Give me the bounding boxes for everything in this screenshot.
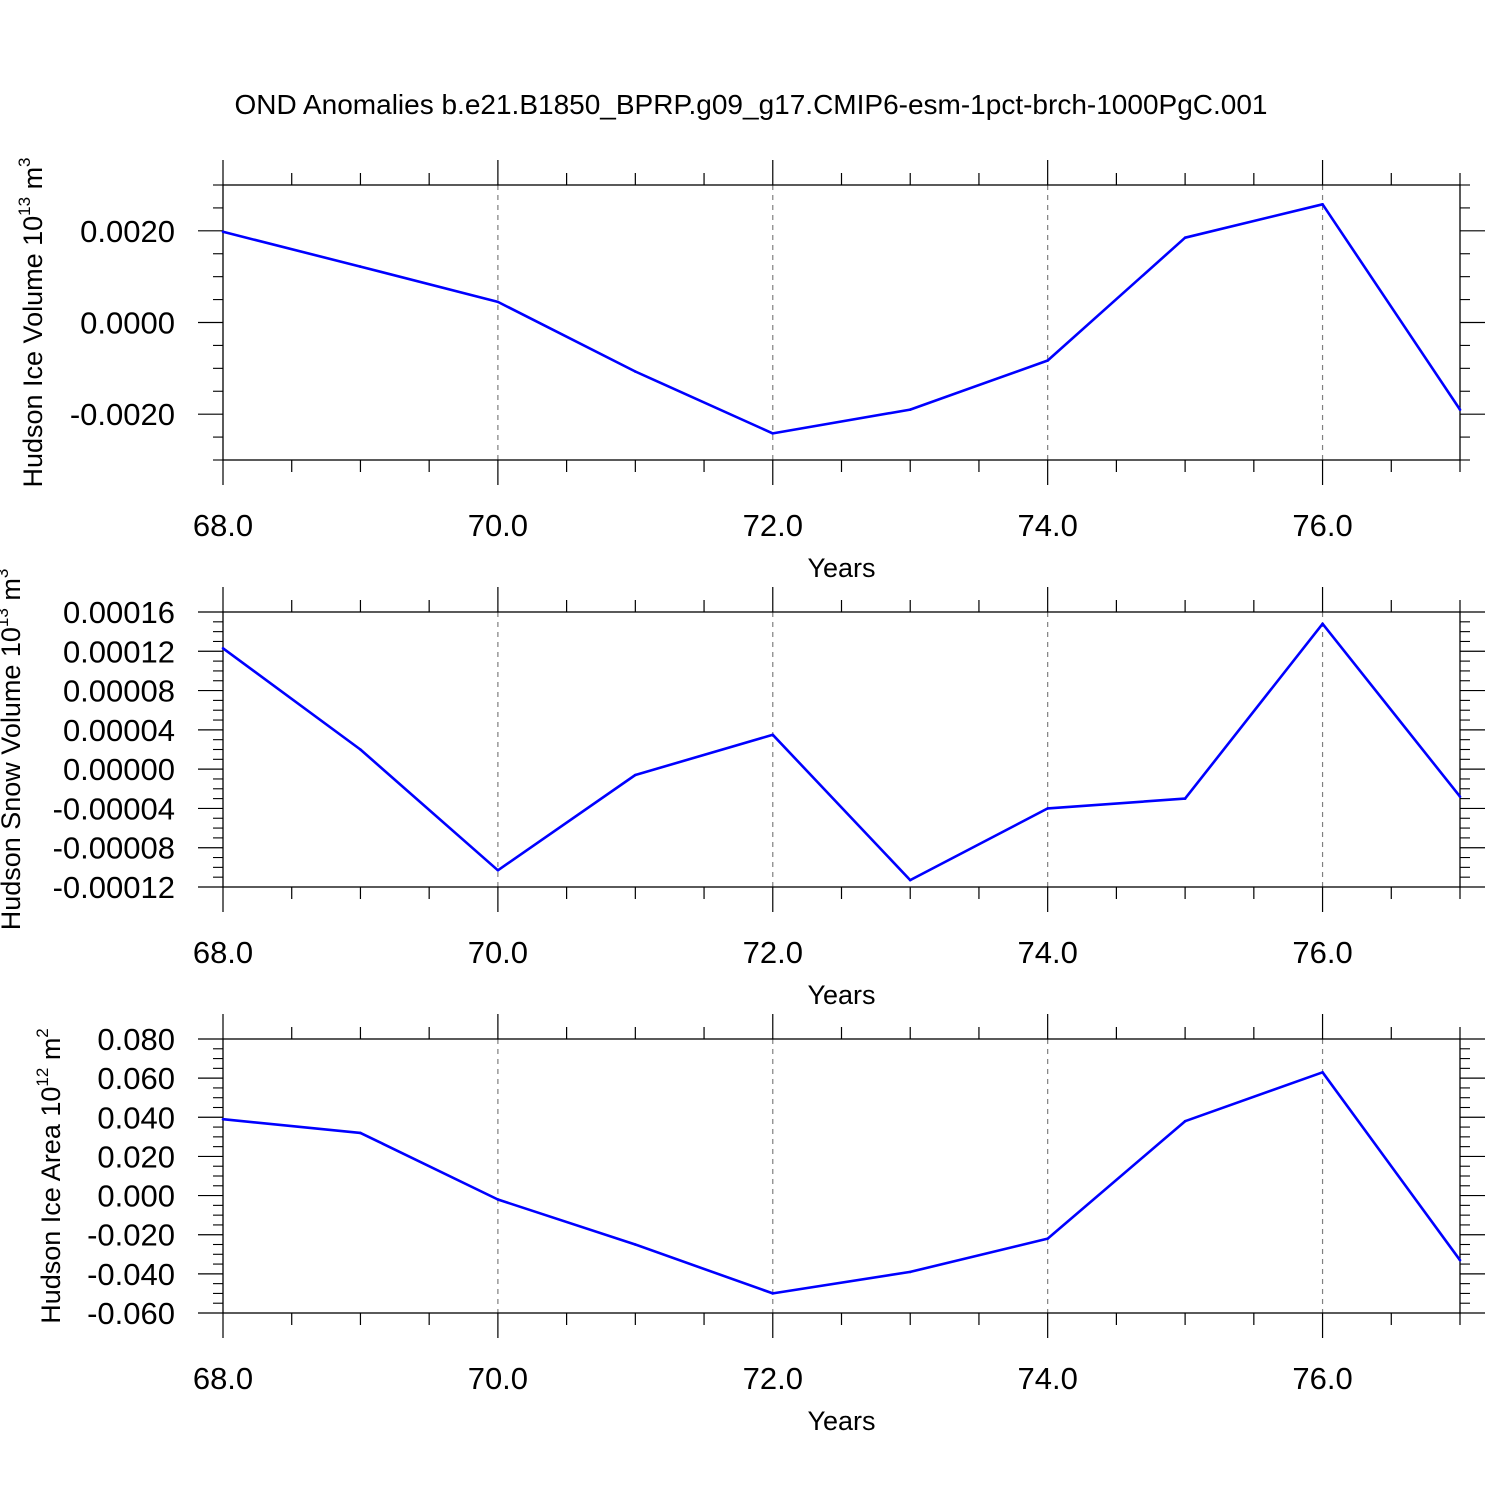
data-point <box>1321 622 1324 626</box>
y-tick-label: 0.00004 <box>63 713 175 748</box>
x-tick-label: 74.0 <box>1017 508 1077 543</box>
y-tick-label: 0.0000 <box>80 306 175 341</box>
data-point <box>771 1292 775 1295</box>
y-axis-title-text: m <box>18 167 48 197</box>
y-axis-title-superscript: 2 <box>33 1028 52 1037</box>
x-tick-label: 68.0 <box>193 508 253 543</box>
y-axis-title: Hudson Ice Area 1012 m2 <box>33 1028 66 1324</box>
y-tick-label: 0.00000 <box>63 752 175 787</box>
data-point <box>496 869 500 872</box>
y-tick-label: 0.080 <box>97 1022 175 1057</box>
y-tick-label: -0.00004 <box>53 791 175 826</box>
y-tick-label: -0.0020 <box>70 397 175 432</box>
y-axis-title-superscript: 3 <box>15 157 34 166</box>
data-point <box>1321 1070 1324 1074</box>
y-tick-label: -0.040 <box>87 1257 175 1292</box>
y-tick-label: 0.00016 <box>63 595 175 630</box>
y-axis-title: Hudson Snow Volume 1013 m3 <box>0 569 26 931</box>
data-point <box>496 300 500 304</box>
data-point <box>771 432 775 435</box>
y-tick-label: 0.00012 <box>63 634 175 669</box>
y-axis-title-text: m <box>36 1038 66 1068</box>
data-point <box>1046 1237 1049 1240</box>
x-tick-label: 72.0 <box>743 1361 803 1396</box>
data-point <box>1183 797 1187 800</box>
plot-frame <box>222 611 1461 888</box>
x-tick-label: 70.0 <box>468 1361 528 1396</box>
data-point <box>359 748 362 751</box>
panel-1: 68.0 70.0 72.0 74.0 76.0 -0.0020 0.0000 0.0020 Y… <box>15 157 1485 583</box>
y-axis-title: Hudson Ice Volume 1013 m3 <box>15 157 48 487</box>
data-point <box>908 408 912 411</box>
y-axis-title-superscript: 12 <box>33 1068 52 1087</box>
data-point <box>1183 236 1187 240</box>
y-tick-label: 0.0020 <box>80 214 175 249</box>
plot-frame <box>222 184 1461 461</box>
data-point <box>1458 795 1462 798</box>
data-point <box>634 773 637 777</box>
x-tick-label: 68.0 <box>193 1361 253 1396</box>
x-tick-label: 76.0 <box>1292 935 1352 970</box>
series-line <box>222 622 1462 882</box>
data-point <box>359 265 362 268</box>
data-point <box>634 370 637 373</box>
x-axis-title: Years <box>807 1406 875 1436</box>
x-tick-label: 76.0 <box>1292 508 1352 543</box>
y-tick-label: -0.00012 <box>53 870 175 905</box>
x-tick-label: 72.0 <box>743 508 803 543</box>
y-axis-title-text: Hudson Snow Volume 10 <box>0 627 26 930</box>
data-point <box>221 1117 225 1121</box>
y-axis-title-superscript: 3 <box>0 569 12 578</box>
x-tick-label: 72.0 <box>743 935 803 970</box>
series-line <box>222 203 1462 435</box>
y-axis-title-superscript: 13 <box>15 197 34 216</box>
data-point <box>1046 359 1049 362</box>
y-axis-title-text: Hudson Ice Area 10 <box>36 1087 66 1324</box>
y-tick-label: 0.040 <box>97 1100 175 1135</box>
panel-2: 68.0 70.0 72.0 74.0 76.0 -0.00012 -0.00008 -0.0… <box>0 569 1485 1010</box>
x-axis-title: Years <box>807 980 875 1010</box>
data-point <box>221 647 225 650</box>
x-tick-label: 76.0 <box>1292 1361 1352 1396</box>
data-point <box>634 1243 637 1246</box>
data-point <box>908 878 912 882</box>
data-point <box>1046 807 1049 810</box>
x-axis-title: Years <box>807 553 875 583</box>
figure-title: OND Anomalies b.e21.B1850_BPRP.g09_g17.C… <box>235 89 1268 120</box>
data-point <box>221 230 225 234</box>
y-tick-label: -0.020 <box>87 1218 175 1253</box>
data-point <box>771 733 775 737</box>
panel-3: 68.0 70.0 72.0 74.0 76.0 -0.060 -0.040 -0.020 0.… <box>33 1014 1485 1436</box>
x-tick-label: 74.0 <box>1017 935 1077 970</box>
x-tick-label: 68.0 <box>193 935 253 970</box>
y-tick-label: 0.060 <box>97 1061 175 1096</box>
y-axis-title-text: Hudson Ice Volume 10 <box>18 216 48 488</box>
data-point <box>908 1270 912 1274</box>
y-tick-label: 0.00008 <box>63 674 175 709</box>
data-point <box>496 1198 500 1201</box>
y-tick-label: 0.000 <box>97 1179 175 1214</box>
x-tick-label: 74.0 <box>1017 1361 1077 1396</box>
y-axis-title-text: m <box>0 578 26 608</box>
data-point <box>359 1131 362 1135</box>
data-point <box>1458 1258 1462 1262</box>
y-tick-label: -0.00008 <box>53 831 175 866</box>
series-line <box>222 1071 1462 1295</box>
y-tick-label: -0.060 <box>87 1296 175 1331</box>
x-tick-label: 70.0 <box>468 508 528 543</box>
y-axis-title-superscript: 13 <box>0 608 12 627</box>
panels: 68.0 70.0 72.0 74.0 76.0 -0.0020 0.0000 0.0020 Y… <box>0 157 1485 1436</box>
plot-frame <box>222 1038 1461 1314</box>
x-tick-label: 70.0 <box>468 935 528 970</box>
data-point <box>1183 1119 1187 1123</box>
data-point <box>1321 202 1324 206</box>
data-point <box>1458 408 1462 411</box>
y-tick-label: 0.020 <box>97 1139 175 1174</box>
